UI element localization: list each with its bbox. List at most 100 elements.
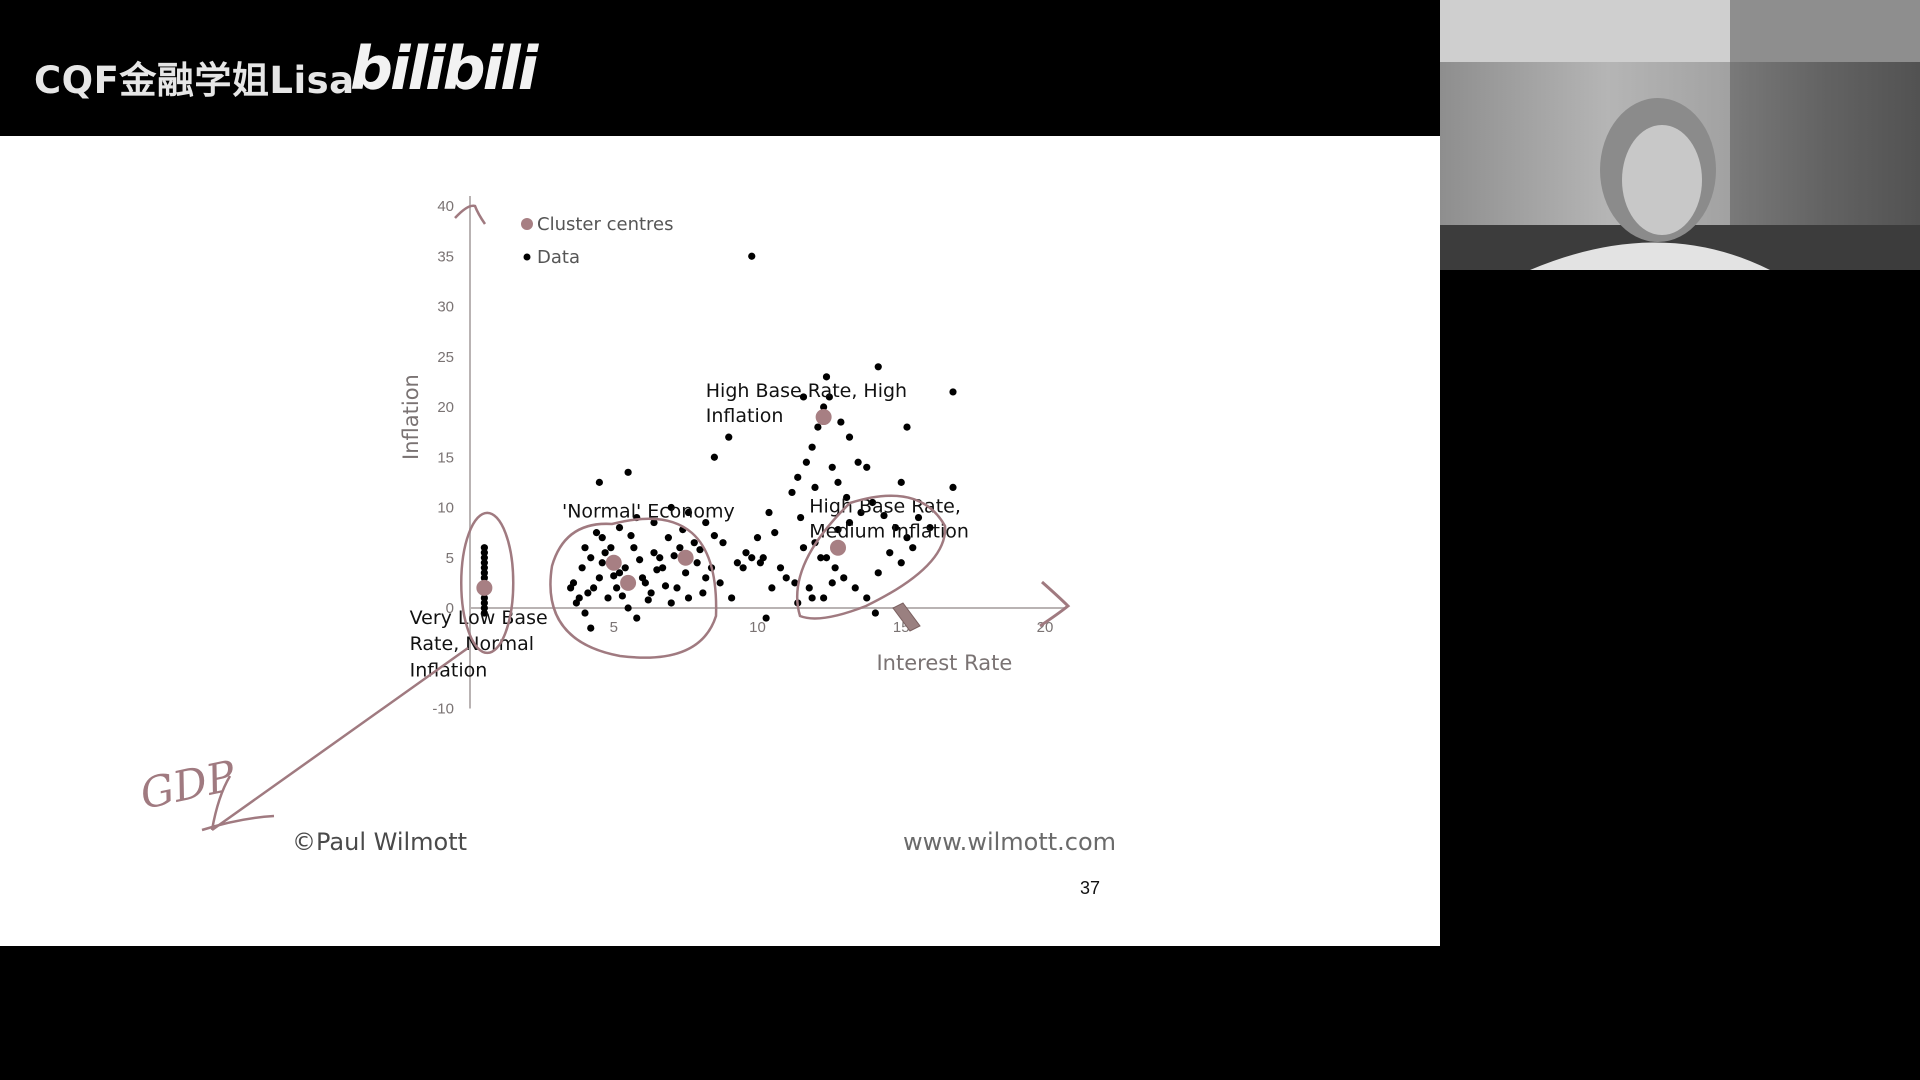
data-point <box>480 599 488 607</box>
data-point <box>624 468 632 476</box>
data-point <box>831 564 839 572</box>
data-point <box>636 556 644 564</box>
slide: -10 0 5 10 15 20 25 30 35 40 5 10 15 20 Interest Rate I… <box>0 136 1440 946</box>
data-point <box>653 566 661 574</box>
cluster-centre <box>605 554 622 571</box>
data-point <box>903 423 911 431</box>
data-point <box>581 544 589 552</box>
data-point <box>656 554 664 562</box>
data-point <box>601 549 609 557</box>
top-bar: CQF金融学姐Lisa bilibili <box>0 0 1440 136</box>
data-point <box>891 524 900 532</box>
x-axis-label: Interest Rate <box>876 651 1012 675</box>
x-tick-label: 5 <box>610 619 618 636</box>
data-point <box>710 453 718 461</box>
data-point <box>673 584 681 592</box>
data-point <box>702 518 710 527</box>
cluster-centre <box>815 409 832 426</box>
chart-annotation: High Base Rate, <box>809 496 961 518</box>
data-point <box>748 252 756 260</box>
data-point <box>584 589 592 597</box>
data-point <box>633 614 641 622</box>
data-point <box>592 529 601 537</box>
data-point <box>480 594 488 602</box>
data-point <box>825 393 833 401</box>
data-point <box>710 532 718 540</box>
data-point <box>480 549 488 557</box>
data-point <box>909 544 917 552</box>
pen-cursor-icon <box>892 602 921 632</box>
data-point <box>702 574 710 582</box>
data-point <box>857 508 865 517</box>
data-point <box>587 554 595 562</box>
data-point <box>598 559 606 567</box>
y-tick-label: 25 <box>437 349 454 366</box>
data-point <box>897 478 905 486</box>
data-point <box>615 524 624 532</box>
data-point <box>814 423 822 431</box>
data-point <box>699 589 707 597</box>
data-point <box>811 483 819 491</box>
chart-annotation: Inflation <box>706 405 784 427</box>
data-point <box>480 609 488 617</box>
data-point <box>782 574 790 582</box>
data-point <box>788 488 796 497</box>
data-point <box>725 433 733 441</box>
ink-circle-normal <box>549 517 718 659</box>
data-point <box>820 594 828 602</box>
data-point <box>641 579 649 587</box>
data-point <box>650 549 658 557</box>
ink-circle-low-rate <box>460 511 515 655</box>
chart-annotation: Medium Inflation <box>809 521 969 543</box>
data-point <box>644 596 652 604</box>
data-point <box>765 508 773 517</box>
data-point <box>590 584 598 592</box>
data-point <box>650 518 658 527</box>
data-point <box>480 574 488 582</box>
data-point <box>575 594 583 602</box>
data-point <box>797 513 805 522</box>
data-point <box>771 529 779 537</box>
x-tick-label: 20 <box>1037 619 1054 636</box>
data-point <box>607 544 615 552</box>
data-point <box>897 559 905 567</box>
data-point <box>834 478 842 486</box>
cluster-centre <box>830 539 846 556</box>
data-point <box>627 532 635 540</box>
data-point <box>808 594 816 602</box>
x-tick-label: 10 <box>749 619 766 636</box>
presenter-video <box>1440 0 1920 270</box>
data-point <box>630 544 638 552</box>
credit-right: www.wilmott.com <box>903 828 1117 856</box>
data-point <box>949 483 957 491</box>
data-point <box>837 418 845 426</box>
y-tick-label: 35 <box>437 248 454 265</box>
data-point <box>480 569 488 577</box>
data-point <box>926 524 934 532</box>
data-point <box>845 518 854 527</box>
data-point <box>794 473 802 481</box>
data-point <box>696 546 704 554</box>
y-tick-label: 30 <box>437 299 454 316</box>
data-point <box>799 544 808 552</box>
data-point <box>762 614 770 622</box>
data-point <box>480 559 488 567</box>
data-point <box>682 569 690 577</box>
data-point <box>863 463 871 471</box>
data-point <box>661 582 670 590</box>
data-point <box>664 534 672 542</box>
data-point <box>756 559 764 567</box>
data-point <box>768 584 776 592</box>
data-point <box>874 363 882 371</box>
chart-annotation: Very Low Base <box>410 607 548 629</box>
data-point <box>871 609 879 617</box>
data-point <box>567 584 575 592</box>
ink-circle-high-medium <box>795 494 947 620</box>
y-tick-label: 5 <box>446 550 454 567</box>
data-point <box>949 388 957 396</box>
legend-marker-centres <box>521 218 533 230</box>
data-point <box>822 373 831 381</box>
data-point <box>805 584 813 592</box>
y-tick-label: 0 <box>446 600 454 617</box>
data-point <box>480 604 488 612</box>
